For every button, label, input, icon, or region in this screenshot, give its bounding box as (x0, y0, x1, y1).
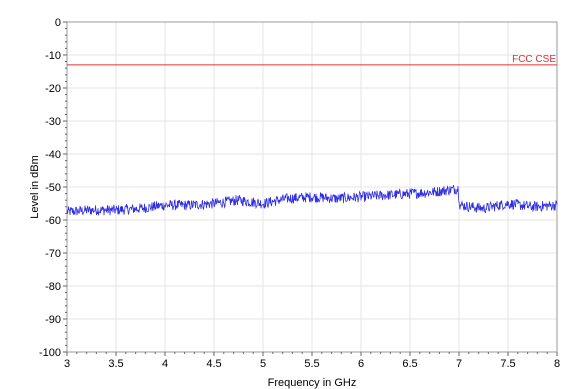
series-point (91, 210, 92, 211)
series-trace-0 (66, 184, 558, 216)
x-tick-label: 3 (64, 358, 70, 370)
y-tick-label: -50 (45, 182, 61, 194)
x-tick-label: 6 (358, 358, 364, 370)
series-point (287, 198, 288, 199)
series-point (409, 193, 410, 194)
x-axis-title: Frequency in GHz (268, 377, 357, 389)
series-point (140, 208, 141, 209)
grid (67, 22, 557, 352)
series-point (434, 191, 435, 192)
series-point (164, 205, 165, 206)
x-tick-label: 7.5 (500, 358, 515, 370)
x-tick-label: 8 (554, 358, 560, 370)
series-point (336, 198, 337, 199)
series-point (115, 210, 116, 211)
reference-lines: FCC CSE (67, 54, 557, 66)
y-tick-label: 0 (55, 17, 61, 29)
series-point (556, 205, 557, 206)
series-point (311, 196, 312, 197)
y-tick-label: -90 (45, 314, 61, 326)
y-axis-title: Level in dBm (29, 155, 41, 219)
x-tick-label: 5.5 (304, 358, 319, 370)
series-point (483, 208, 484, 209)
x-tick-label: 3.5 (108, 358, 123, 370)
series-point (457, 188, 458, 189)
x-tick-label: 5 (260, 358, 266, 370)
y-tick-label: -40 (45, 149, 61, 161)
series (66, 184, 558, 216)
x-tick-label: 4 (162, 358, 168, 370)
series-point (507, 203, 508, 204)
x-tick-label: 6.5 (402, 358, 417, 370)
series-point (238, 200, 239, 201)
series-point (66, 211, 67, 212)
series-point (360, 196, 361, 197)
y-tick-label: -70 (45, 248, 61, 260)
x-tick-label: 7 (456, 358, 462, 370)
y-tick-label: -80 (45, 281, 61, 293)
series-point (385, 195, 386, 196)
y-tick-label: -100 (39, 347, 61, 359)
series-point (189, 205, 190, 206)
axis-ticks: 3 3.5 4 4.5 5 5.5 6 6.5 7 7.5 8 0 -10 -20 -30 -40 -50 -60… (39, 17, 560, 370)
y-tick-label: -10 (45, 50, 61, 62)
y-tick-label: -60 (45, 215, 61, 227)
series-point (213, 203, 214, 204)
x-tick-label: 4.5 (206, 358, 221, 370)
reference-line-label: FCC CSE (512, 54, 556, 65)
y-tick-label: -20 (45, 83, 61, 95)
y-tick-label: -30 (45, 116, 61, 128)
series-point (262, 203, 263, 204)
series-point (459, 205, 460, 206)
series-point (532, 206, 533, 207)
